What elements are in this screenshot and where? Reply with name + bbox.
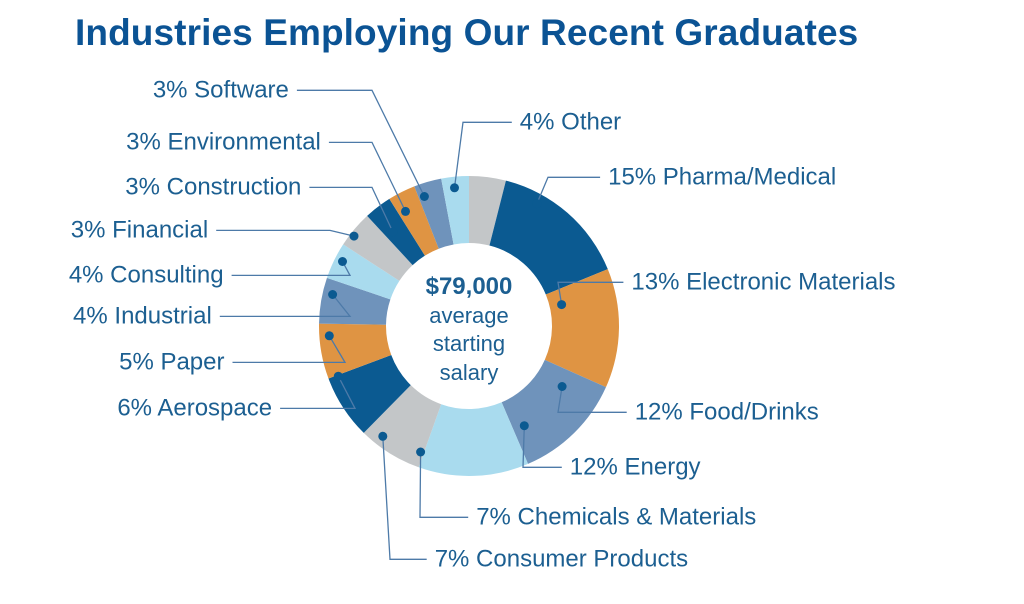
svg-text:7% Consumer Products: 7% Consumer Products (435, 545, 688, 572)
svg-text:3% Construction: 3% Construction (125, 173, 301, 200)
svg-text:3% Environmental: 3% Environmental (126, 128, 321, 155)
svg-text:3% Financial: 3% Financial (71, 216, 208, 243)
svg-text:3% Software: 3% Software (153, 76, 289, 103)
svg-text:15% Pharma/Medical: 15% Pharma/Medical (608, 163, 836, 190)
svg-text:4% Other: 4% Other (520, 108, 621, 135)
svg-text:6% Aerospace: 6% Aerospace (117, 394, 272, 421)
svg-text:12% Energy: 12% Energy (570, 453, 701, 480)
svg-text:4% Industrial: 4% Industrial (73, 302, 212, 329)
svg-text:12% Food/Drinks: 12% Food/Drinks (635, 398, 819, 425)
svg-text:5% Paper: 5% Paper (119, 348, 224, 375)
svg-text:7% Chemicals & Materials: 7% Chemicals & Materials (476, 503, 756, 530)
svg-text:4% Consulting: 4% Consulting (69, 261, 224, 288)
svg-text:13% Electronic Materials: 13% Electronic Materials (631, 268, 895, 295)
